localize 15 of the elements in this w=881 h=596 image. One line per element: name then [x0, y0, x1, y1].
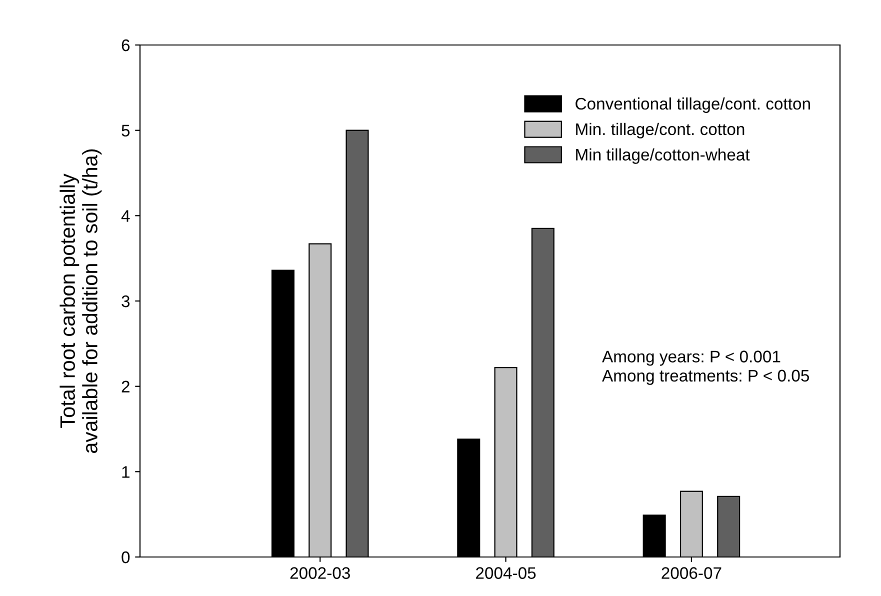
legend-label: Min. tillage/cont. cotton	[576, 122, 744, 138]
x-tick-label: 2002-03	[290, 567, 350, 579]
y-tick-label: 2	[122, 380, 130, 392]
legend-label: Conventional tillage/cont. cotton	[576, 97, 810, 113]
y-tick-label: 6	[122, 39, 130, 52]
legend-label: Min tillage/cotton-wheat	[576, 148, 750, 164]
annotation: Among years: P < 0.001 Among treatments: P < 0.05	[602, 350, 809, 385]
y-tick-label: 1	[122, 466, 130, 478]
y-tick-label: 5	[122, 124, 130, 137]
x-tick-label: 2006-07	[662, 567, 722, 579]
y-tick-label: 4	[121, 210, 130, 222]
y-tick-label: 0	[122, 551, 130, 564]
x-tick-label: 2004-05	[476, 567, 536, 579]
y-axis-title: Total root carbon potentially available for addition to soil (t/ha)	[60, 149, 102, 453]
y-tick-label: 3	[122, 295, 130, 308]
